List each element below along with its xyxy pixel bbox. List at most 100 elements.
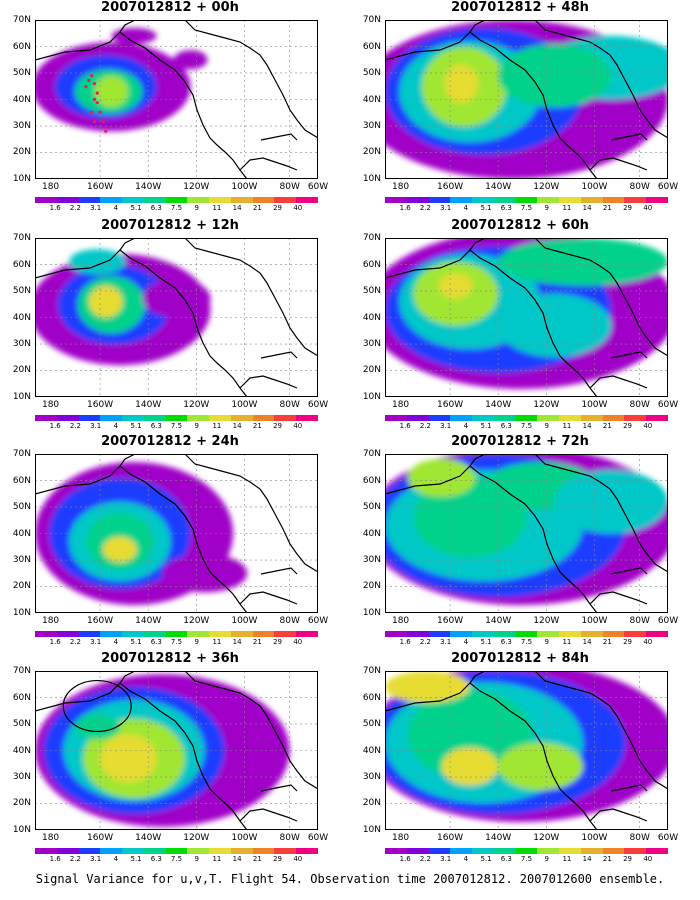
y-axis-label: 30N bbox=[12, 555, 31, 566]
x-axis-label: 180 bbox=[391, 616, 410, 626]
colorbar-swatch bbox=[624, 631, 647, 637]
map-frame bbox=[35, 671, 318, 830]
colorbar-label: 4 bbox=[113, 638, 119, 646]
flight-track-point bbox=[92, 120, 97, 124]
y-axis-label: 40N bbox=[362, 528, 381, 539]
coastline bbox=[385, 249, 598, 397]
colorbar-swatch bbox=[165, 197, 188, 203]
colorbar-label: 21 bbox=[602, 638, 612, 646]
y-axis-label: 20N bbox=[362, 581, 381, 592]
colorbar bbox=[385, 415, 668, 421]
y-axis-label: 40N bbox=[12, 528, 31, 539]
colorbar-swatch bbox=[493, 197, 516, 203]
colorbar-swatch bbox=[187, 848, 210, 854]
x-axis-label: 120W bbox=[533, 833, 560, 843]
highlight-circle bbox=[62, 679, 132, 733]
colorbar-label: 29 bbox=[623, 638, 633, 646]
colorbar-label: 5.1 bbox=[130, 422, 142, 430]
colorbar-label: 2.2 bbox=[419, 638, 431, 646]
coastline bbox=[609, 272, 668, 357]
colorbar-label: 11 bbox=[212, 855, 222, 863]
x-axis-label: 100W bbox=[581, 400, 608, 410]
y-axis-label: 20N bbox=[362, 798, 381, 809]
coastline bbox=[35, 31, 248, 179]
colorbar-labels: 1.6 2.2 3.1 4 5.1 6.3 7.5 9 11 14 21 29 40 bbox=[385, 638, 668, 648]
colorbar-label: 4 bbox=[463, 422, 469, 430]
colorbar-swatch bbox=[35, 848, 57, 854]
y-axis-label: 50N bbox=[12, 67, 31, 78]
colorbar-swatch bbox=[56, 848, 79, 854]
x-axis-label: 80W bbox=[279, 616, 300, 626]
colorbar-swatch bbox=[580, 631, 603, 637]
variance-map bbox=[385, 454, 668, 613]
colorbar-label: 11 bbox=[562, 204, 572, 212]
colorbar-label: 9 bbox=[544, 422, 549, 430]
colorbar bbox=[35, 848, 318, 854]
colorbar-swatch bbox=[580, 197, 603, 203]
x-axis-label: 120W bbox=[183, 616, 210, 626]
coastline bbox=[260, 351, 298, 359]
colorbar-swatch bbox=[100, 848, 123, 854]
variance-contour-region bbox=[407, 690, 533, 780]
x-axis-label: 100W bbox=[231, 833, 258, 843]
coastline bbox=[534, 20, 611, 56]
colorbar-label: 40 bbox=[643, 855, 653, 863]
colorbar-label: 40 bbox=[643, 422, 653, 430]
colorbar-label: 9 bbox=[194, 422, 199, 430]
variance-contour-region bbox=[498, 43, 612, 108]
colorbar-label: 1.6 bbox=[399, 422, 411, 430]
colorbar bbox=[35, 415, 318, 421]
colorbar-swatch bbox=[165, 631, 188, 637]
y-axis-label: 60N bbox=[12, 41, 31, 52]
x-axis-label: 180 bbox=[391, 400, 410, 410]
colorbar-swatch bbox=[252, 415, 275, 421]
colorbar-label: 11 bbox=[562, 638, 572, 646]
figure-caption: Signal Variance for u,v,T. Flight 54. Ob… bbox=[35, 872, 665, 886]
y-axis-label: 60N bbox=[362, 41, 381, 52]
panel-title: 2007012812 + 24h bbox=[101, 434, 239, 449]
colorbar-swatch bbox=[122, 197, 144, 203]
coastline bbox=[259, 488, 318, 573]
colorbar-swatch bbox=[296, 848, 318, 854]
x-axis-label: 80W bbox=[629, 616, 650, 626]
y-axis-label: 40N bbox=[12, 94, 31, 105]
x-axis-label: 160W bbox=[87, 833, 114, 843]
x-axis-label: 160W bbox=[437, 616, 464, 626]
flight-track-point bbox=[101, 120, 105, 124]
forecast-panel: 2007012812 + 00h 70N 60N 50N 40N 30N 20N 10N 180… bbox=[0, 0, 340, 212]
y-axis-label: 30N bbox=[12, 121, 31, 132]
colorbar-swatch bbox=[493, 631, 516, 637]
variance-contour-region bbox=[438, 272, 473, 299]
x-axis-label: 160W bbox=[437, 833, 464, 843]
colorbar-label: 2.2 bbox=[69, 638, 81, 646]
colorbar-swatch bbox=[274, 631, 297, 637]
y-axis-label: 10N bbox=[12, 392, 31, 402]
colorbar-label: 1.6 bbox=[49, 855, 61, 863]
colorbar-swatch bbox=[493, 415, 516, 421]
colorbar-label: 5.1 bbox=[130, 204, 142, 212]
colorbar-label: 40 bbox=[643, 638, 653, 646]
flight-track-point bbox=[92, 97, 97, 102]
colorbar-swatch bbox=[56, 631, 79, 637]
colorbar-label: 14 bbox=[582, 204, 592, 212]
colorbar-swatch bbox=[187, 415, 210, 421]
forecast-panel: 2007012812 + 24h 70N 60N 50N 40N 30N 20N 10N 180… bbox=[0, 434, 340, 646]
map-frame bbox=[385, 454, 668, 613]
colorbar-swatch bbox=[230, 848, 253, 854]
coastline bbox=[469, 454, 486, 467]
colorbar-swatch bbox=[143, 415, 166, 421]
variance-contour-region bbox=[407, 458, 476, 497]
y-axis-label: 10N bbox=[362, 174, 381, 184]
coastline bbox=[260, 784, 298, 792]
colorbar-label: 5.1 bbox=[480, 422, 492, 430]
x-axis-label: 180 bbox=[391, 833, 410, 843]
colorbar-swatch bbox=[559, 848, 581, 854]
colorbar-label: 29 bbox=[273, 204, 283, 212]
colorbar-label: 2.2 bbox=[419, 422, 431, 430]
forecast-panel: 2007012812 + 48h 70N 60N 50N 40N 30N 20N 10N 180… bbox=[350, 0, 690, 212]
colorbar-swatch bbox=[580, 848, 603, 854]
colorbar-swatch bbox=[515, 631, 538, 637]
y-axis-label: 30N bbox=[362, 555, 381, 566]
panel-title: 2007012812 + 36h bbox=[101, 651, 239, 666]
y-axis-label: 10N bbox=[12, 608, 31, 618]
